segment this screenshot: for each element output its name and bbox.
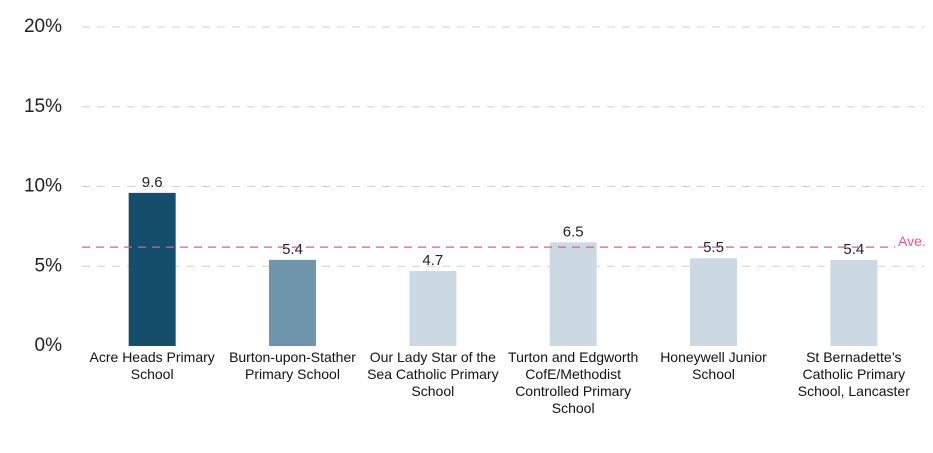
x-tick-label: Burton-upon-Stather Primary School [229, 349, 356, 382]
x-tick-label: Our Lady Star of the Sea Catholic Primar… [367, 349, 499, 399]
bar [830, 259, 878, 346]
x-tick-label: St Bernadette’s Catholic Primary School,… [797, 349, 910, 399]
average-label: Ave. [898, 233, 926, 249]
y-tick-label: 5% [35, 255, 63, 276]
y-tick-label: 20% [24, 16, 62, 37]
bar [128, 192, 176, 346]
y-tick-label: 10% [24, 176, 62, 197]
data-label: 4.7 [422, 252, 443, 269]
x-tick-label: Honeywell Junior School [660, 349, 767, 382]
y-tick-label: 0% [35, 335, 63, 356]
data-label: 5.4 [843, 241, 864, 258]
data-label: 6.5 [563, 223, 584, 240]
data-label: 9.6 [142, 174, 163, 191]
bar [549, 242, 597, 346]
y-tick-label: 15% [24, 96, 62, 117]
bar [409, 271, 457, 346]
x-tick-label: Acre Heads Primary School [89, 349, 215, 382]
data-label: 5.4 [282, 241, 303, 258]
x-tick-label: Turton and Edgworth CofE/Methodist Contr… [508, 349, 639, 416]
bar [690, 258, 737, 346]
bar [269, 259, 316, 346]
